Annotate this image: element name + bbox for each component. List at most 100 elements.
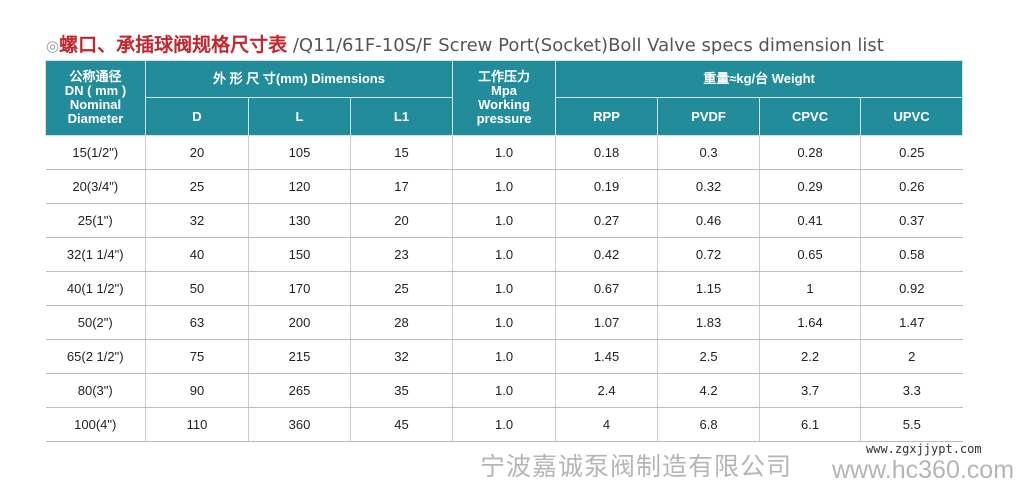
table-cell: 1.0 <box>452 169 556 204</box>
table-cell: 4.2 <box>657 373 760 408</box>
table-cell: 0.37 <box>860 203 963 238</box>
table-cell: 1.0 <box>452 339 556 374</box>
table-cell: 1.0 <box>452 373 556 408</box>
table-cell: 23 <box>349 237 453 272</box>
table-cell: 1.83 <box>657 305 760 340</box>
table-cell: 0.29 <box>759 169 861 204</box>
table-cell: 1.15 <box>657 271 760 306</box>
table-cell: 1.07 <box>555 305 658 340</box>
table-cell: 0.65 <box>759 237 861 272</box>
spec-table: 公称通径 DN ( mm ) Nominal Diameter 外 形 尺 寸(mm)… <box>45 60 964 442</box>
table-cell: 2.2 <box>759 339 861 374</box>
header-rpp: RPP <box>555 97 659 136</box>
table-cell: 20(3/4") <box>45 169 146 204</box>
table-cell: 170 <box>248 271 351 306</box>
table-cell: 130 <box>248 203 351 238</box>
table-cell: 35 <box>349 373 453 408</box>
header-pvdf: PVDF <box>657 97 761 136</box>
table-cell: 0.27 <box>555 203 658 238</box>
table-cell: 120 <box>248 169 351 204</box>
table-cell: 80(3") <box>45 373 146 408</box>
table-cell: 0.3 <box>657 135 760 170</box>
table-cell: 1.0 <box>452 203 556 238</box>
table-cell: 2.4 <box>555 373 658 408</box>
table-cell: 0.18 <box>555 135 658 170</box>
table-cell: 5.5 <box>860 407 963 442</box>
table-cell: 105 <box>248 135 351 170</box>
table-cell: 50 <box>145 271 249 306</box>
table-cell: 15 <box>349 135 453 170</box>
table-cell: 0.67 <box>555 271 658 306</box>
watermark-url1: www.zgxjjypt.com <box>866 442 982 456</box>
table-cell: 28 <box>349 305 453 340</box>
table-cell: 0.72 <box>657 237 760 272</box>
table-cell: 0.41 <box>759 203 861 238</box>
table-cell: 360 <box>248 407 351 442</box>
table-row: 32(1 1/4") 40 150 23 1.0 0.42 0.72 0.65 0.58 <box>45 237 963 272</box>
table-cell: 1.47 <box>860 305 963 340</box>
header-dn: 公称通径 DN ( mm ) Nominal Diameter <box>45 60 146 136</box>
table-cell: 1.0 <box>452 271 556 306</box>
header-l1: L1 <box>349 97 454 136</box>
table-cell: 0.58 <box>860 237 963 272</box>
table-cell: 1.45 <box>555 339 658 374</box>
table-cell: 25 <box>145 169 249 204</box>
table-cell: 1 <box>759 271 861 306</box>
table-row: 65(2 1/2") 75 215 32 1.0 1.45 2.5 2.2 2 <box>45 339 963 374</box>
table-cell: 32(1 1/4") <box>45 237 146 272</box>
table-cell: 17 <box>349 169 453 204</box>
title-chinese: 螺口、承插球阀规格尺寸表 <box>59 35 288 56</box>
circle-mark-icon: ◎ <box>46 38 60 55</box>
table-cell: 50(2") <box>45 305 146 340</box>
table-cell: 45 <box>349 407 453 442</box>
table-cell: 110 <box>145 407 249 442</box>
table-cell: 0.42 <box>555 237 658 272</box>
table-cell: 100(4") <box>45 407 146 442</box>
table-cell: 265 <box>248 373 351 408</box>
table-cell: 0.28 <box>759 135 861 170</box>
table-row: 25(1") 32 130 20 1.0 0.27 0.46 0.41 0.37 <box>45 203 963 238</box>
header-weight: 重量≈kg/台 Weight <box>555 60 964 98</box>
table-cell: 25 <box>349 271 453 306</box>
table-cell: 32 <box>349 339 453 374</box>
header-d: D <box>145 97 249 136</box>
table-cell: 15(1/2") <box>45 135 146 170</box>
header-cpvc: CPVC <box>759 97 862 136</box>
table-cell: 65(2 1/2") <box>45 339 146 374</box>
table-cell: 1.64 <box>759 305 861 340</box>
watermark-company: 宁波嘉诚泵阀制造有限公司 <box>480 453 793 481</box>
table-cell: 63 <box>145 305 249 340</box>
table-cell: 1.0 <box>452 237 556 272</box>
table-cell: 215 <box>248 339 351 374</box>
table-cell: 25(1") <box>45 203 146 238</box>
table-cell: 75 <box>145 339 249 374</box>
table-cell: 4 <box>555 407 658 442</box>
table-cell: 1.0 <box>452 135 556 170</box>
table-cell: 1.0 <box>452 407 556 442</box>
page-title: ◎螺口、承插球阀规格尺寸表 /Q11/61F-10S/F Screw Port(… <box>46 30 884 57</box>
table-cell: 3.7 <box>759 373 861 408</box>
table-row: 100(4") 110 360 45 1.0 4 6.8 6.1 5.5 <box>45 407 963 442</box>
table-cell: 20 <box>145 135 249 170</box>
header-l: L <box>248 97 351 136</box>
table-cell: 0.19 <box>555 169 658 204</box>
table-row: 40(1 1/2") 50 170 25 1.0 0.67 1.15 1 0.92 <box>45 271 963 306</box>
table-cell: 40 <box>145 237 249 272</box>
watermark-url2: www.hc360.com <box>832 456 1015 484</box>
table-cell: 150 <box>248 237 351 272</box>
table-row: 20(3/4") 25 120 17 1.0 0.19 0.32 0.29 0.26 <box>45 169 963 204</box>
table-cell: 40(1 1/2") <box>45 271 146 306</box>
table-cell: 0.26 <box>860 169 963 204</box>
header-upvc: UPVC <box>860 97 964 136</box>
table-row: 50(2") 63 200 28 1.0 1.07 1.83 1.64 1.47 <box>45 305 963 340</box>
table-cell: 0.46 <box>657 203 760 238</box>
table-cell: 1.0 <box>452 305 556 340</box>
table-row: 15(1/2") 20 105 15 1.0 0.18 0.3 0.28 0.25 <box>45 135 963 170</box>
header-pressure: 工作压力 Mpa Working pressure <box>452 60 557 136</box>
table-cell: 3.3 <box>860 373 963 408</box>
table-cell: 2 <box>860 339 963 374</box>
table-cell: 90 <box>145 373 249 408</box>
table-cell: 0.92 <box>860 271 963 306</box>
table-cell: 0.25 <box>860 135 963 170</box>
title-english: /Q11/61F-10S/F Screw Port(Socket)Boll Va… <box>287 35 884 56</box>
